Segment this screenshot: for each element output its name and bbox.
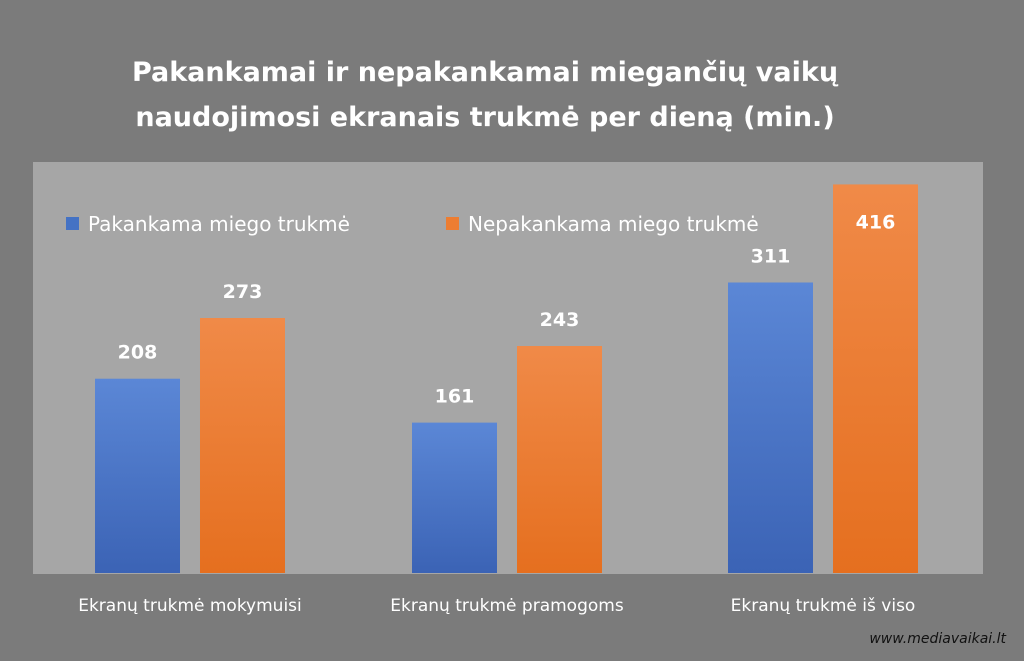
data-labels: 208 273 161 243 311 416	[118, 211, 896, 407]
category-label-3: Ekranų trukmė iš viso	[731, 596, 916, 616]
bar-2-2	[517, 346, 602, 573]
bar-1-3	[728, 282, 813, 573]
plot-area	[33, 162, 983, 574]
bars	[95, 184, 918, 573]
legend-label-2: Nepakankama miego trukmė	[468, 212, 759, 236]
data-label-1-3: 311	[751, 245, 791, 267]
bar-2-1	[200, 317, 285, 573]
legend-swatch-1	[66, 217, 79, 230]
data-label-1-1: 208	[118, 342, 158, 364]
data-label-2-1: 273	[223, 281, 263, 303]
bar-1-1	[95, 378, 180, 573]
data-label-2-2: 243	[540, 309, 580, 331]
data-label-2-3: 416	[856, 211, 896, 233]
bar-2-3	[833, 184, 918, 573]
legend: Pakankama miego trukmė Nepakankama miego …	[66, 212, 759, 236]
category-label-1: Ekranų trukmė mokymuisi	[78, 596, 302, 616]
data-label-1-2: 161	[435, 386, 475, 408]
chart-title-line-1: Pakankamai ir nepakankamai miegančių vai…	[131, 57, 839, 88]
chart-title: Pakankamai ir nepakankamai miegančių vai…	[0, 50, 970, 140]
watermark: www.mediavaikai.lt	[869, 631, 1006, 647]
category-labels: Ekranų trukmė mokymuisi Ekranų trukmė pra…	[78, 596, 915, 616]
legend-swatch-2	[446, 217, 459, 230]
legend-label-1: Pakankama miego trukmė	[88, 212, 350, 236]
chart-title-line-2: naudojimosi ekranais trukmė per dieną (m…	[135, 102, 835, 133]
category-label-2: Ekranų trukmė pramogoms	[390, 596, 624, 616]
bar-1-2	[412, 422, 497, 573]
